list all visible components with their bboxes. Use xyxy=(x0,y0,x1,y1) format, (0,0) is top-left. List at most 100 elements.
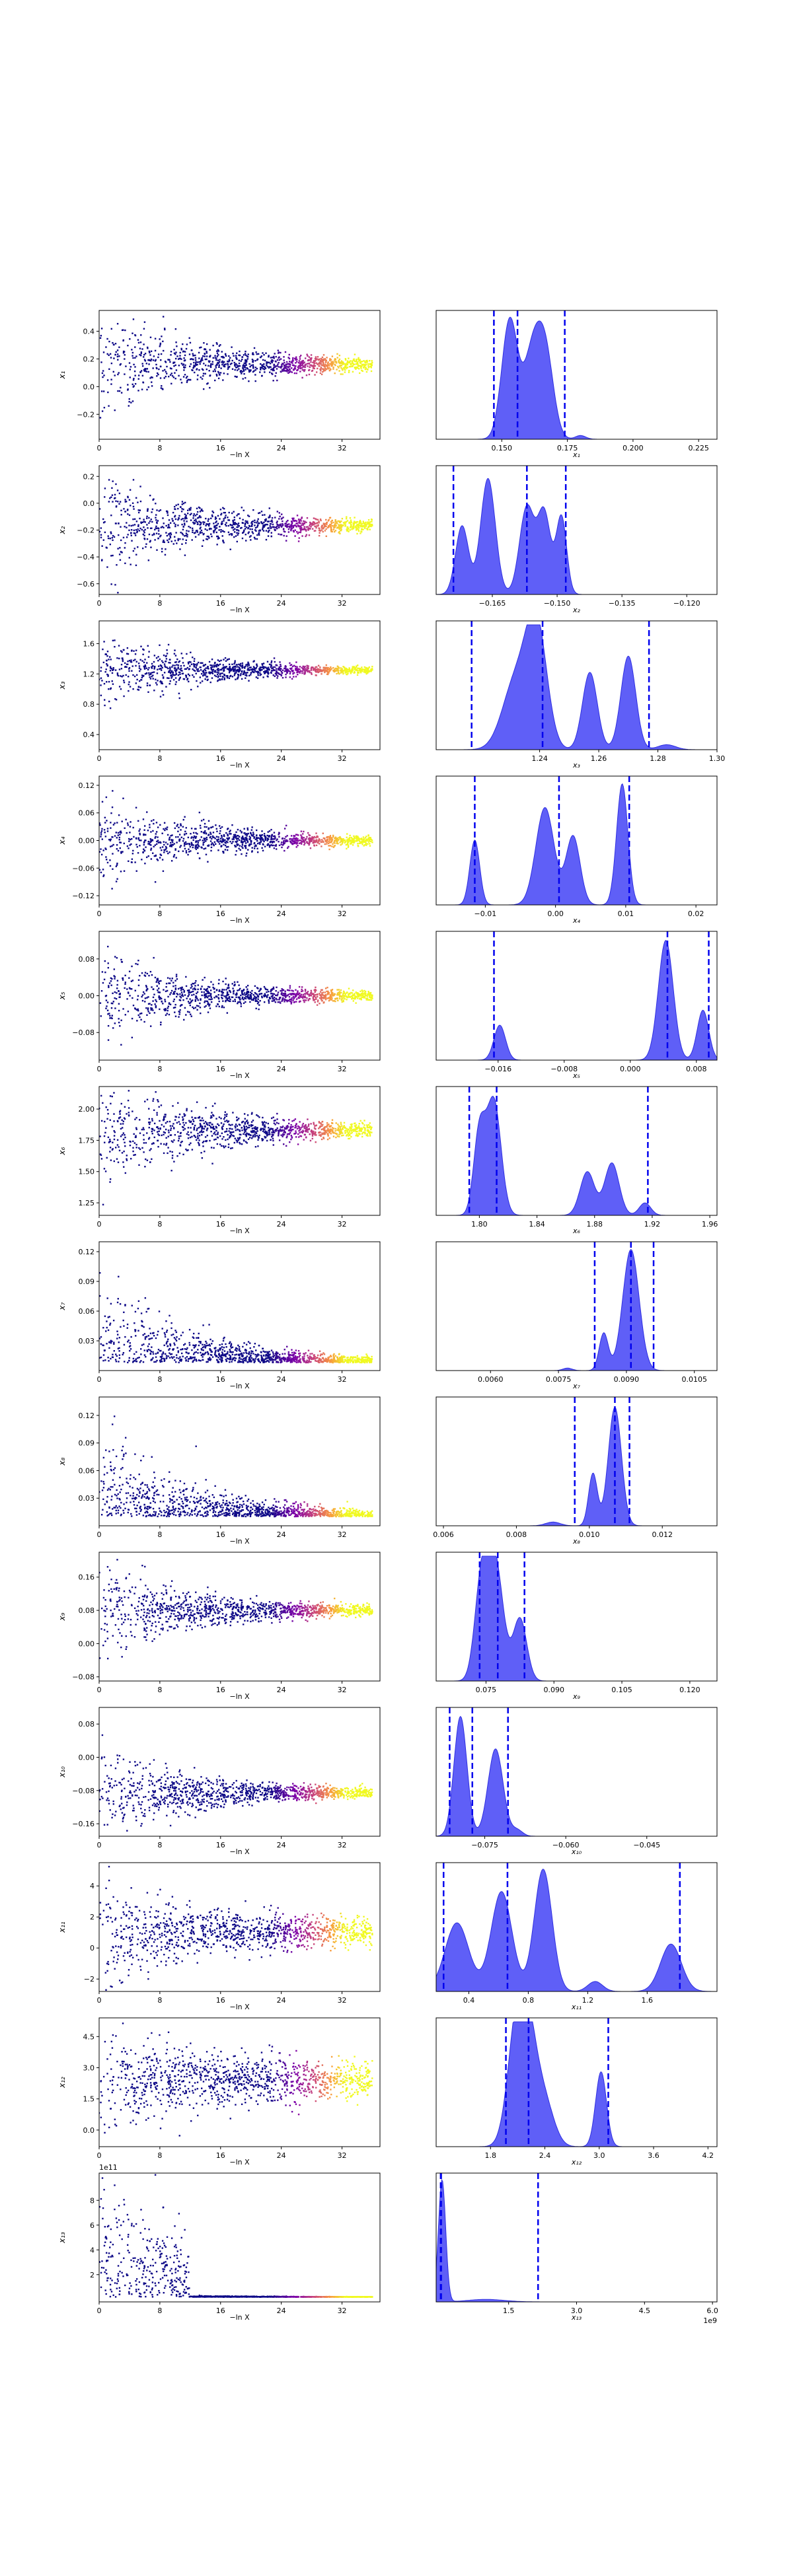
trace-point xyxy=(159,696,162,698)
trace-point xyxy=(133,370,136,373)
trace-point xyxy=(191,843,193,845)
trace-point xyxy=(186,997,188,999)
trace-point xyxy=(174,649,176,651)
trace-point xyxy=(276,670,278,672)
trace-point xyxy=(114,409,116,411)
trace-point xyxy=(170,373,172,375)
trace-point xyxy=(159,342,162,345)
trace-point xyxy=(118,346,120,348)
trace-point xyxy=(204,1006,206,1008)
trace-point xyxy=(157,528,160,530)
trace-point xyxy=(327,363,329,366)
trace-point xyxy=(334,359,336,361)
trace-point xyxy=(132,386,134,388)
trace-point xyxy=(270,990,272,993)
trace-point xyxy=(102,390,105,392)
trace-point xyxy=(342,524,344,526)
trace-point xyxy=(263,670,265,673)
trace-point xyxy=(147,508,149,510)
trace-point xyxy=(271,359,273,361)
trace-point xyxy=(163,822,166,824)
trace-point xyxy=(156,684,158,686)
trace-point xyxy=(132,688,134,690)
trace-point xyxy=(295,365,297,367)
trace-point xyxy=(184,816,186,818)
trace-point xyxy=(110,822,112,824)
trace-point xyxy=(240,527,242,529)
trace-point xyxy=(99,530,101,533)
trace-point xyxy=(336,522,338,524)
trace-point xyxy=(185,515,187,517)
trace-point xyxy=(227,363,229,365)
trace-point xyxy=(283,356,285,358)
trace-point xyxy=(221,1006,223,1009)
trace-point xyxy=(285,365,287,368)
trace-point xyxy=(224,844,227,847)
trace-point xyxy=(340,373,342,375)
trace-point xyxy=(175,836,177,838)
trace-point xyxy=(114,976,116,978)
trace-point xyxy=(263,369,266,371)
trace-point xyxy=(149,824,151,826)
trace-point xyxy=(365,836,367,838)
trace-point xyxy=(155,833,157,835)
trace-point xyxy=(127,344,129,347)
trace-point xyxy=(319,839,321,841)
trace-point xyxy=(257,518,259,520)
trace-point xyxy=(312,367,315,369)
trace-point xyxy=(367,367,370,369)
trace-point xyxy=(174,664,176,666)
trace-point xyxy=(157,826,159,828)
trace-point xyxy=(149,520,151,522)
trace-point xyxy=(227,517,229,519)
trace-point xyxy=(118,814,120,816)
trace-point xyxy=(273,357,275,359)
trace-point xyxy=(342,1000,345,1003)
trace-point xyxy=(204,663,207,666)
trace-ytick-label: 1.6 xyxy=(83,639,95,648)
trace-point xyxy=(333,845,335,847)
trace-point xyxy=(178,1016,180,1018)
trace-point xyxy=(216,355,219,357)
trace-point xyxy=(216,350,218,352)
trace-point xyxy=(159,338,161,340)
trace-point xyxy=(330,996,332,998)
trace-point xyxy=(253,843,255,845)
trace-point xyxy=(349,517,352,519)
trace-point xyxy=(105,999,108,1001)
trace-point xyxy=(297,366,299,369)
trace-point xyxy=(208,524,210,527)
trace-point xyxy=(117,373,119,376)
trace-point xyxy=(185,532,188,534)
trace-point xyxy=(207,382,209,384)
trace-point xyxy=(272,360,274,362)
trace-point xyxy=(364,671,367,674)
trace-point xyxy=(264,672,266,674)
trace-point xyxy=(359,672,362,674)
trace-point xyxy=(211,361,213,363)
trace-point xyxy=(193,669,195,672)
trace-point xyxy=(334,667,336,670)
trace-point xyxy=(192,837,195,839)
trace-point xyxy=(304,842,306,844)
trace-point xyxy=(135,843,137,845)
trace-point xyxy=(161,666,163,669)
trace-point xyxy=(111,487,113,489)
trace-point xyxy=(371,668,373,671)
trace-point xyxy=(293,664,295,667)
trace-point xyxy=(371,523,373,526)
trace-point xyxy=(220,845,222,847)
trace-point xyxy=(313,995,316,997)
trace-point xyxy=(297,525,300,528)
trace-point xyxy=(357,525,359,527)
trace-point xyxy=(203,991,205,993)
trace-point xyxy=(336,992,339,994)
trace-point xyxy=(185,668,188,670)
trace-point xyxy=(291,364,294,366)
trace-point xyxy=(192,531,194,534)
trace-point xyxy=(299,666,301,668)
trace-point xyxy=(369,845,371,847)
trace-point xyxy=(306,836,308,838)
trace-point xyxy=(132,400,134,402)
trace-point xyxy=(304,369,306,371)
